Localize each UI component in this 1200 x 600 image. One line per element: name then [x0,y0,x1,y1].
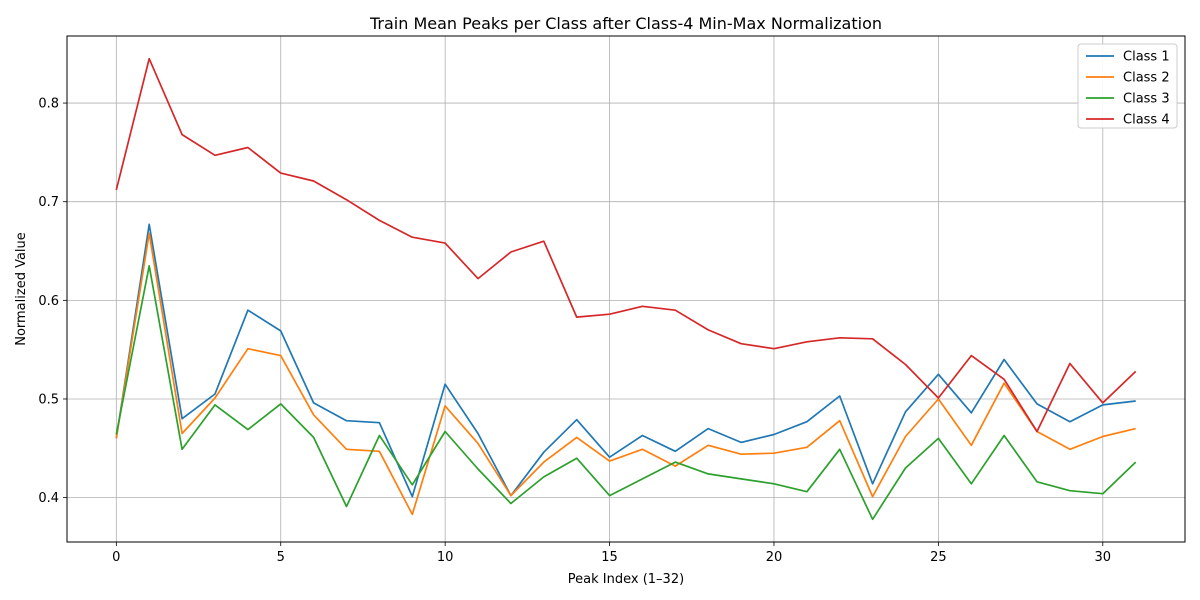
chart-title: Train Mean Peaks per Class after Class-4… [369,14,882,33]
y-tick-label: 0.5 [38,392,59,407]
plot-frame [66,35,1186,543]
x-tick-label: 15 [601,550,618,565]
series-lines [115,57,1137,521]
legend-label: Class 2 [1123,71,1170,86]
series-line-class-4 [115,57,1137,433]
plot-background [67,36,1185,542]
series-line-class-3 [115,264,1137,521]
grid [67,36,1185,542]
legend-box [1077,43,1178,129]
y-tick-label: 0.8 [38,97,59,112]
x-axis: 0 5 10 15 20 25 30 [112,542,1111,565]
x-tick-label: 30 [1095,550,1112,565]
legend-label: Class 3 [1123,92,1170,107]
y-tick-label: 0.4 [38,491,59,506]
legend: Class 1 Class 2 Class 3 Class 4 [1077,43,1178,129]
y-tick-label: 0.7 [38,195,59,210]
x-tick-label: 20 [766,550,783,565]
series-line-class-2 [115,232,1136,516]
x-axis-label: Peak Index (1–32) [568,572,684,587]
x-tick-label: 5 [277,550,285,565]
x-tick-label: 10 [437,550,454,565]
y-axis: 0.4 0.5 0.6 0.7 0.8 [38,97,67,506]
x-tick-label: 0 [112,550,120,565]
x-tick-label: 25 [930,550,947,565]
y-tick-label: 0.6 [38,294,59,309]
legend-label: Class 1 [1123,50,1170,65]
series-line-class-1 [115,223,1136,498]
y-axis-label: Normalized Value [14,232,29,346]
legend-label: Class 4 [1123,113,1170,128]
